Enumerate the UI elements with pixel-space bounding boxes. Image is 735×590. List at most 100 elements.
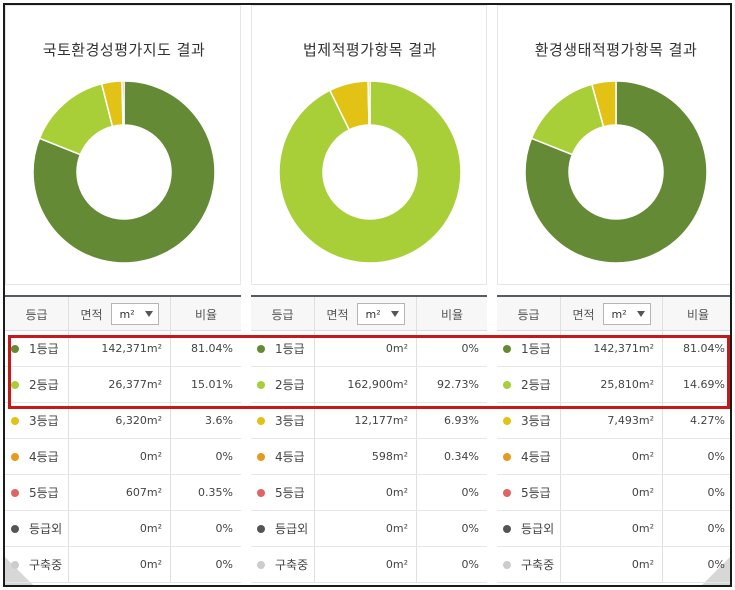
table-header: 등급 면적 m² 비율 — [497, 295, 730, 331]
grade-dot-icon — [257, 488, 265, 497]
area-cell: 142,371m² — [561, 331, 663, 366]
grade-label: 3등급 — [275, 414, 305, 428]
ratio-cell: 0% — [707, 558, 725, 571]
grade-dot-icon — [503, 452, 511, 461]
ratio-cell: 0% — [461, 558, 479, 571]
grade-dot-icon — [11, 488, 19, 497]
ratio-cell: 0% — [215, 450, 233, 463]
grade-cell: 3등급 — [251, 403, 315, 438]
grade-dot-icon — [11, 524, 19, 533]
grade-label: 2등급 — [29, 378, 59, 392]
unit-select[interactable]: m² — [602, 303, 651, 325]
grade-cell: 등급외 — [251, 511, 315, 546]
table-header: 등급 면적 m² 비율 — [5, 295, 241, 331]
table-row: 1등급 142,371m² 81.04% — [497, 331, 730, 367]
chevron-down-icon — [390, 311, 399, 317]
header-grade: 등급 — [251, 297, 315, 331]
grade-label: 1등급 — [29, 342, 59, 356]
grade-cell: 등급외 — [497, 511, 561, 546]
table-header: 등급 면적 m² 비율 — [251, 295, 487, 331]
area-cell: 6,320m² — [69, 403, 171, 438]
chart-title: 국토환경성평가지도 결과 — [42, 41, 206, 59]
donut-slice — [524, 80, 708, 264]
grade-label: 4등급 — [521, 450, 551, 464]
chart-card: 국토환경성평가지도 결과 — [5, 5, 241, 285]
grade-dot-icon — [11, 452, 19, 461]
grade-dot-icon — [257, 560, 265, 569]
table-row: 구축중 0m² 0% — [497, 547, 730, 583]
panel-legal-evaluation: 법제적평가항목 결과 등급 면적 m² 비율 1등급 0m² 0% 2등급 162,90… — [251, 5, 487, 585]
grade-dot-icon — [257, 380, 265, 389]
grade-cell: 등급외 — [5, 511, 69, 546]
grade-dot-icon — [257, 344, 265, 353]
grade-dot-icon — [11, 416, 19, 425]
grade-cell: 4등급 — [251, 439, 315, 474]
ratio-cell: 81.04% — [191, 342, 233, 355]
area-cell: 26,377m² — [69, 367, 171, 402]
grade-dot-icon — [11, 380, 19, 389]
header-ratio: 비율 — [194, 307, 218, 322]
unit-select[interactable]: m² — [110, 303, 159, 325]
unit-select[interactable]: m² — [356, 303, 405, 325]
area-cell: 0m² — [315, 475, 417, 510]
panel-land-environment: 국토환경성평가지도 결과 등급 면적 m² 비율 1등급 142,371m² 81.… — [5, 5, 241, 585]
header-area-label: 면적 — [572, 307, 595, 322]
grade-dot-icon — [11, 344, 19, 353]
ratio-cell: 4.27% — [690, 414, 725, 427]
ratio-cell: 0% — [707, 450, 725, 463]
chart-card: 환경생태적평가항목 결과 — [497, 5, 730, 285]
grade-dot-icon — [503, 488, 511, 497]
grade-cell: 4등급 — [5, 439, 69, 474]
area-cell: 0m² — [69, 547, 171, 582]
grade-label: 1등급 — [275, 342, 305, 356]
grade-cell: 5등급 — [497, 475, 561, 510]
ratio-cell: 0% — [461, 486, 479, 499]
area-cell: 25,810m² — [561, 367, 663, 402]
area-cell: 0m² — [315, 331, 417, 366]
header-ratio: 비율 — [440, 307, 464, 322]
header-area: 면적 m² — [315, 297, 417, 331]
table-row: 2등급 26,377m² 15.01% — [5, 367, 241, 403]
area-cell: 0m² — [315, 511, 417, 546]
chart-title: 환경생태적평가항목 결과 — [534, 41, 698, 59]
grade-cell: 2등급 — [497, 367, 561, 402]
table-row: 등급외 0m² 0% — [251, 511, 487, 547]
table-row: 1등급 142,371m² 81.04% — [5, 331, 241, 367]
donut-slice — [121, 80, 125, 126]
grade-dot-icon — [503, 524, 511, 533]
ratio-cell: 92.73% — [437, 378, 479, 391]
grade-cell: 2등급 — [251, 367, 315, 402]
header-ratio: 비율 — [686, 307, 710, 322]
table-row: 5등급 0m² 0% — [251, 475, 487, 511]
donut-chart — [524, 80, 708, 264]
grade-label: 1등급 — [521, 342, 551, 356]
unit-select-value: m² — [119, 307, 135, 321]
header-area-label: 면적 — [326, 307, 349, 322]
ratio-cell: 0% — [461, 342, 479, 355]
chevron-down-icon — [636, 311, 645, 317]
chart-title: 법제적평가항목 결과 — [303, 41, 437, 59]
ratio-cell: 0.34% — [444, 450, 479, 463]
table-row: 5등급 607m² 0.35% — [5, 475, 241, 511]
donut-slice — [367, 80, 371, 126]
grade-dot-icon — [257, 452, 265, 461]
donut-chart — [278, 80, 462, 264]
ratio-cell: 15.01% — [191, 378, 233, 391]
table-row: 등급외 0m² 0% — [497, 511, 730, 547]
ratio-cell: 14.69% — [683, 378, 725, 391]
area-cell: 142,371m² — [69, 331, 171, 366]
grade-label: 5등급 — [275, 486, 305, 500]
table-row: 5등급 0m² 0% — [497, 475, 730, 511]
grade-cell: 5등급 — [251, 475, 315, 510]
donut-chart — [32, 80, 216, 264]
grade-table: 등급 면적 m² 비율 1등급 142,371m² 81.04% 2등급 25,810m… — [497, 295, 730, 583]
ratio-cell: 6.93% — [444, 414, 479, 427]
grade-cell: 1등급 — [497, 331, 561, 366]
chart-card: 법제적평가항목 결과 — [251, 5, 487, 285]
grade-cell: 3등급 — [497, 403, 561, 438]
donut-slice — [278, 80, 462, 264]
grade-dot-icon — [257, 416, 265, 425]
grade-label: 2등급 — [275, 378, 305, 392]
corner-fold-bottom-right — [702, 557, 730, 585]
grade-label: 등급외 — [521, 522, 555, 536]
